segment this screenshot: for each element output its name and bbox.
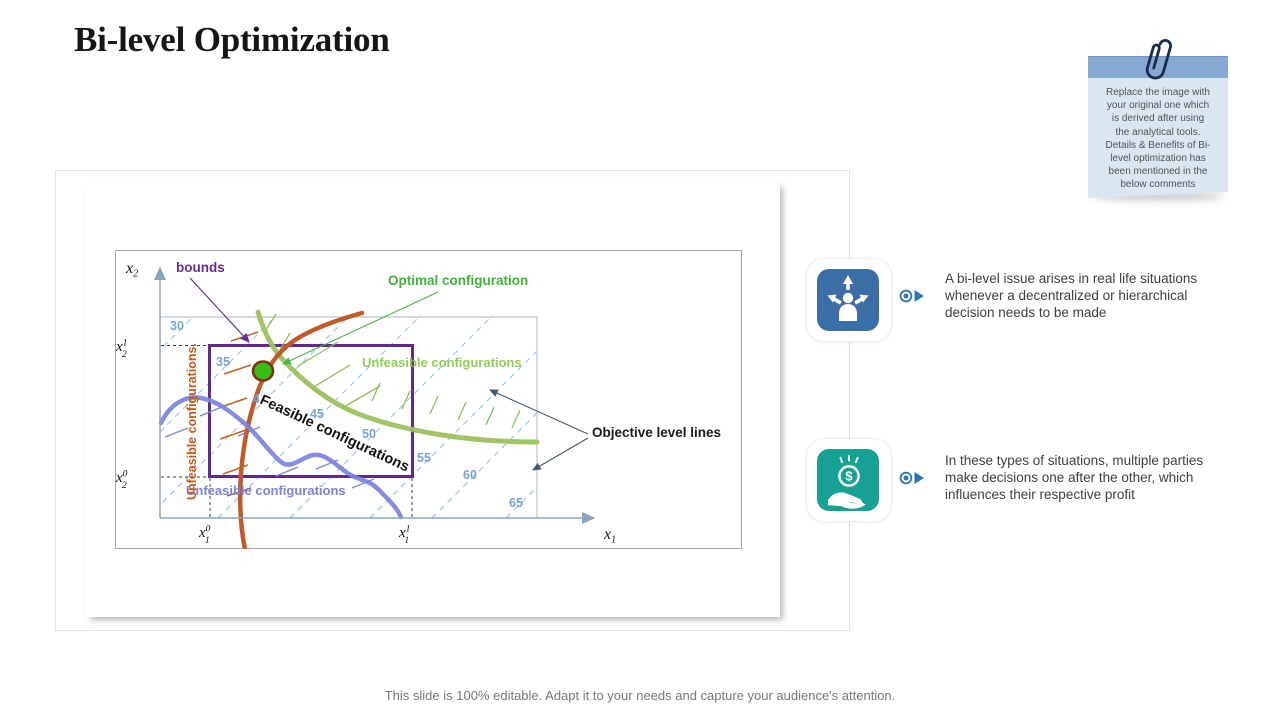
point-1-line: A bi-level issue arises in real life sit…	[945, 271, 1198, 286]
bounds-arrow	[189, 277, 250, 343]
hand-coin-icon: $	[828, 455, 866, 509]
optimal-configuration-arrow	[282, 291, 439, 365]
level-value: 45	[310, 407, 324, 421]
coin-dollar-symbol: $	[845, 469, 853, 484]
tick-x2-1: x1 2	[115, 339, 127, 361]
level-value: 60	[463, 468, 477, 482]
bounds-rectangle	[208, 344, 414, 478]
level-value: 65	[509, 496, 523, 510]
level-value: 35	[216, 355, 230, 369]
point-2-line: In these types of situations, multiple p…	[945, 453, 1204, 468]
plot-region-border	[160, 316, 538, 518]
level-value: 30	[170, 319, 184, 333]
blue-constraint-curve	[158, 395, 404, 520]
unfeasible-configurations-label-green: Unfeasible configurations	[362, 355, 522, 370]
point-1-text: A bi-level issue arises in real life sit…	[945, 270, 1245, 321]
optimal-point-marker	[251, 360, 275, 382]
objective-level-values: 30 35 40 45 50 55 60 65	[170, 319, 523, 510]
sticky-note-text: Replace the image with your original one…	[1090, 86, 1226, 192]
footer-note: This slide is 100% editable. Adapt it to…	[384, 688, 896, 703]
point-2-line: make decisions one after the other, whic…	[945, 470, 1194, 485]
circle-dot-play-icon	[899, 289, 924, 303]
optimal-configuration-label: Optimal configuration	[388, 273, 528, 288]
sticky-note-shadow	[1092, 192, 1224, 200]
sticky-note-line: your original one which	[1106, 100, 1210, 112]
tick-x1-1: x1 1	[398, 525, 410, 547]
sticky-note-line: below comments	[1120, 179, 1196, 191]
chart-border	[115, 250, 742, 549]
tick-guide-lines	[161, 345, 413, 517]
unfeasible-configurations-label-blue: Unfeasible configurations	[186, 483, 346, 498]
level-value: 55	[417, 451, 431, 465]
point-2-text: In these types of situations, multiple p…	[945, 452, 1245, 503]
circle-dot-play-icon	[899, 471, 924, 485]
sticky-note-line: been mentioned in the	[1108, 166, 1208, 178]
unfeasible-configurations-label-orange: Unfeasible configurations.	[185, 343, 199, 500]
decision-directions-icon	[827, 275, 869, 321]
tick-x1-0: x0 1	[198, 525, 211, 547]
slide-title: Bi-level Optimization	[74, 20, 390, 59]
sticky-note-line: the analytical tools.	[1115, 126, 1201, 138]
green-hatch-marks	[265, 313, 521, 429]
sticky-note-line: is derived after using	[1111, 113, 1205, 125]
point-1-line: whenever a decentralized or hierarchical	[945, 288, 1188, 303]
bounds-label: bounds	[176, 260, 225, 275]
objective-level-lines-label: Objective level lines	[592, 425, 721, 440]
timeline-connector-line	[849, 237, 850, 543]
x-axis-label: x1	[603, 526, 616, 546]
level-value: 50	[362, 427, 376, 441]
bilevel-optimization-chart: 30 35 40 45 50 55 60 65 Unfeasible confi…	[115, 250, 742, 549]
sticky-note-line: Details & Benefits of Bi-	[1105, 139, 1211, 151]
objective-level-lines-arrow-upper	[488, 389, 589, 435]
level-value: 40	[253, 392, 267, 406]
sticky-note-line: Replace the image with	[1106, 87, 1210, 98]
orange-constraint-curve	[237, 310, 365, 549]
point-1-line: decision needs to be made	[945, 305, 1107, 320]
paperclip-icon	[1145, 39, 1173, 80]
point-2-line: influences their respective profit	[945, 487, 1135, 502]
sticky-note-body	[1088, 77, 1228, 198]
tick-x2-0: x0 2	[115, 470, 128, 492]
axis-math-labels: x2 x1 x1 2 x0 2 x0 1 x1 1	[115, 260, 616, 546]
objective-level-lines-arrow-lower	[532, 437, 589, 471]
sticky-note-line: level optimization has	[1110, 153, 1206, 165]
y-axis-label: x2	[125, 260, 138, 280]
